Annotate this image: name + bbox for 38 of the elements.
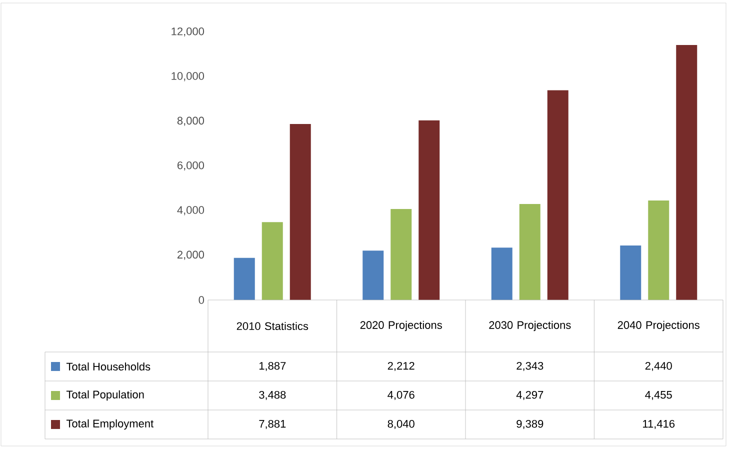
bar bbox=[676, 45, 698, 300]
data-label: 2,212 bbox=[388, 362, 414, 372]
data-label: 3,488 bbox=[259, 390, 286, 400]
x-tick-label: 2020 Projections bbox=[360, 320, 442, 332]
legend-label: Total Households bbox=[66, 362, 150, 371]
x-tick-label: 2010 Statistics bbox=[236, 322, 308, 330]
bar bbox=[262, 222, 283, 300]
bar bbox=[519, 204, 540, 300]
data-label: 4,455 bbox=[645, 391, 672, 400]
bar bbox=[290, 124, 311, 300]
data-label: 8,040 bbox=[388, 420, 414, 430]
legend-label: Total Employment bbox=[66, 419, 154, 430]
y-tick-label: 4,000 bbox=[177, 206, 204, 216]
bar bbox=[648, 200, 670, 300]
y-tick-label: 6,000 bbox=[178, 161, 204, 171]
y-tick-label: 12,000 bbox=[172, 27, 204, 37]
bar bbox=[491, 248, 512, 300]
data-label: 1,887 bbox=[259, 362, 286, 372]
y-tick-label: 10,000 bbox=[172, 72, 204, 82]
data-label: 11,416 bbox=[643, 420, 675, 430]
data-label: 7,881 bbox=[259, 420, 286, 430]
y-tick-label: 0 bbox=[198, 296, 204, 304]
data-label: 4,297 bbox=[516, 390, 544, 400]
data-label: 2,343 bbox=[516, 362, 544, 372]
legend-label: Total Population bbox=[66, 390, 144, 401]
data-label: 4,076 bbox=[388, 390, 414, 400]
bar bbox=[547, 90, 568, 300]
x-tick-label: 2040 Projections bbox=[618, 320, 700, 332]
y-tick-label: 2,000 bbox=[177, 250, 204, 260]
y-tick-label: 8,000 bbox=[177, 116, 204, 126]
bar bbox=[390, 208, 412, 300]
data-label: 9,389 bbox=[516, 420, 544, 430]
bar bbox=[234, 258, 255, 300]
bar bbox=[620, 245, 642, 300]
x-tick-label: 2030 Projections bbox=[489, 320, 571, 332]
bar bbox=[362, 250, 384, 300]
data-label: 2,440 bbox=[645, 362, 672, 372]
bar bbox=[418, 120, 440, 300]
